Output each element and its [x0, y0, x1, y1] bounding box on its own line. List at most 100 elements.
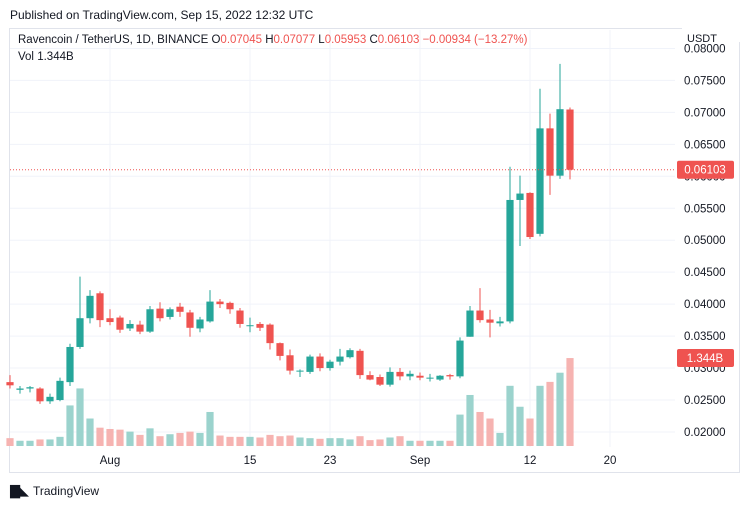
volume-bar: [316, 438, 324, 446]
footer-brand: TradingView: [33, 484, 100, 498]
volume-bar: [226, 436, 234, 446]
footer: ▇◣ TradingView: [10, 483, 99, 499]
volume-bar: [326, 438, 334, 446]
last-volume-badge: [677, 349, 734, 368]
volume-bar: [276, 436, 284, 446]
y-tick-label: 0.05500: [684, 203, 726, 215]
candle-body: [446, 375, 454, 377]
open-value: 0.07045: [220, 34, 262, 46]
candle-body: [26, 387, 34, 389]
close-value: 0.06103: [377, 34, 420, 46]
volume-bar: [446, 440, 454, 446]
y-tick-label: 0.06500: [684, 139, 726, 151]
candle-body: [6, 382, 14, 386]
y-tick-label: 0.07000: [684, 107, 726, 119]
candle-body: [466, 310, 474, 337]
candle-body: [196, 319, 204, 329]
volume-bar: [76, 388, 84, 446]
volume-bar: [376, 439, 384, 446]
symbol-title: Ravencoin / TetherUS, 1D, BINANCE: [18, 34, 209, 46]
volume-bar: [406, 440, 414, 446]
volume-bar: [56, 436, 64, 446]
volume-bar: [566, 358, 574, 446]
candle-body: [206, 301, 214, 322]
volume-bar: [336, 438, 344, 446]
volume-bar: [86, 418, 94, 446]
volume-bar: [296, 437, 304, 446]
candle-body: [216, 301, 224, 305]
volume-bar: [386, 437, 394, 446]
volume-bar: [536, 385, 544, 446]
volume-bar: [346, 439, 354, 446]
candle-body: [526, 192, 534, 238]
candle-body: [46, 396, 54, 402]
volume-bar: [546, 381, 554, 446]
volume-bar: [106, 428, 114, 446]
volume-legend: Vol 1.344B: [18, 51, 74, 63]
volume-bar: [476, 411, 484, 446]
y-tick-label: 0.05000: [684, 235, 726, 247]
chart-frame: [9, 28, 740, 473]
y-tick-label: 0.04500: [684, 267, 726, 279]
candle-body: [226, 302, 234, 310]
grid-layer: [10, 30, 675, 447]
candle-body: [436, 375, 444, 380]
candle-body: [496, 321, 504, 324]
volume-bar: [96, 427, 104, 446]
volume-bar: [66, 405, 74, 446]
candle-body: [66, 346, 74, 383]
x-tick-label: 23: [324, 455, 337, 467]
candle-body: [236, 310, 244, 324]
volume-bar: [556, 372, 564, 446]
candle-body: [376, 377, 384, 385]
candle-body: [416, 375, 424, 378]
last-volume-label: 1.344B: [687, 353, 724, 365]
candle-body: [96, 293, 104, 321]
volume-bar: [246, 436, 254, 446]
low-label: L: [318, 34, 325, 46]
volume-value: 1.344B: [37, 51, 74, 63]
volume-bar: [216, 435, 224, 446]
volume-bar: [426, 440, 434, 446]
x-tick-label: Sep: [410, 455, 430, 467]
volume-bar: [156, 436, 164, 446]
candle-body: [176, 306, 184, 312]
candle-body: [246, 325, 254, 327]
candle-body: [116, 317, 124, 330]
y-tick-label: 0.04000: [684, 299, 726, 311]
candle-body: [266, 324, 274, 344]
candle-body: [106, 318, 114, 323]
candle-body: [76, 318, 84, 347]
low-value: 0.05953: [324, 34, 367, 46]
x-tick-label: 12: [524, 455, 537, 467]
y-tick-label: 0.02500: [684, 395, 726, 407]
y-tick-label: 0.03500: [684, 331, 726, 343]
candle-body: [366, 375, 374, 380]
candle-body: [566, 109, 574, 170]
candle-body: [406, 373, 414, 377]
candle-body: [336, 356, 344, 362]
last-price-label: 0.06103: [684, 165, 726, 177]
candle-body: [16, 388, 24, 390]
candle-body: [506, 199, 514, 322]
volume-bar: [176, 432, 184, 446]
open-label: O: [211, 34, 221, 46]
candle-body: [186, 312, 194, 328]
candle-body: [286, 355, 294, 371]
candle-body: [306, 356, 314, 372]
volume-bar: [166, 434, 174, 446]
candle-body: [346, 350, 354, 358]
candle-body: [136, 324, 144, 332]
volume-bar: [286, 435, 294, 446]
candle-body: [146, 309, 154, 332]
chart-legend: Ravencoin / TetherUS, 1D, BINANCE O0.070…: [18, 34, 527, 46]
x-tick-label: 20: [604, 455, 617, 467]
high-label: H: [265, 34, 274, 46]
volume-bar: [186, 431, 194, 446]
candle-body: [556, 109, 564, 176]
currency-label: USDT: [687, 33, 717, 45]
volume-bar: [116, 429, 124, 446]
candle-body: [86, 295, 94, 319]
candle-body: [476, 310, 484, 321]
